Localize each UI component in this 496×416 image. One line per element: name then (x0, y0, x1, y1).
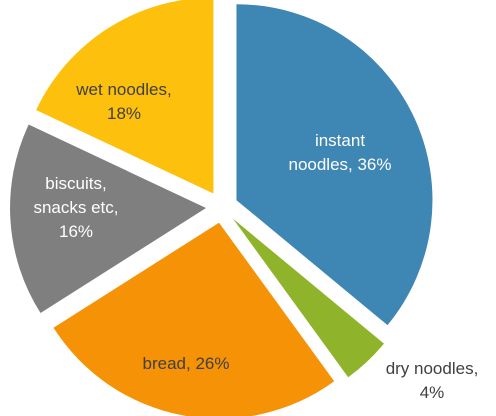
pie-slice-wet-noodles (36, 0, 214, 194)
pie-label-line: dry noodles, (386, 359, 479, 378)
pie-label-line: noodles, 36% (288, 155, 391, 174)
pie-slice-dry-noodles (232, 218, 384, 378)
pie-label-line: instant (315, 131, 365, 150)
pie-label-line: 4% (420, 383, 445, 402)
pie-slice-bread (53, 222, 335, 416)
pie-slice-instant-noodles (236, 4, 433, 326)
pie-label-wet-noodles: wet noodles, 18% (75, 80, 171, 123)
pie-label-line: 18% (107, 104, 141, 123)
pie-labels: instant noodles, 36% dry noodles, 4% bread, … (33, 80, 478, 402)
pie-label-line: wet noodles, (75, 80, 171, 99)
pie-label-dry-noodles: dry noodles, 4% (386, 359, 479, 402)
pie-label-biscuits-snacks-etc: biscuits, snacks etc, 16% (33, 174, 118, 241)
pie-label-line: bread, 26% (143, 354, 230, 373)
pie-label-line: biscuits, (45, 174, 106, 193)
pie-label-bread: bread, 26% (143, 354, 230, 373)
pie-label-line: snacks etc, (33, 198, 118, 217)
pie-slices (10, 0, 433, 416)
pie-label-instant-noodles: instant noodles, 36% (288, 131, 391, 174)
pie-slice-biscuits-snacks-etc (10, 124, 207, 314)
pie-label-line: 16% (59, 222, 93, 241)
